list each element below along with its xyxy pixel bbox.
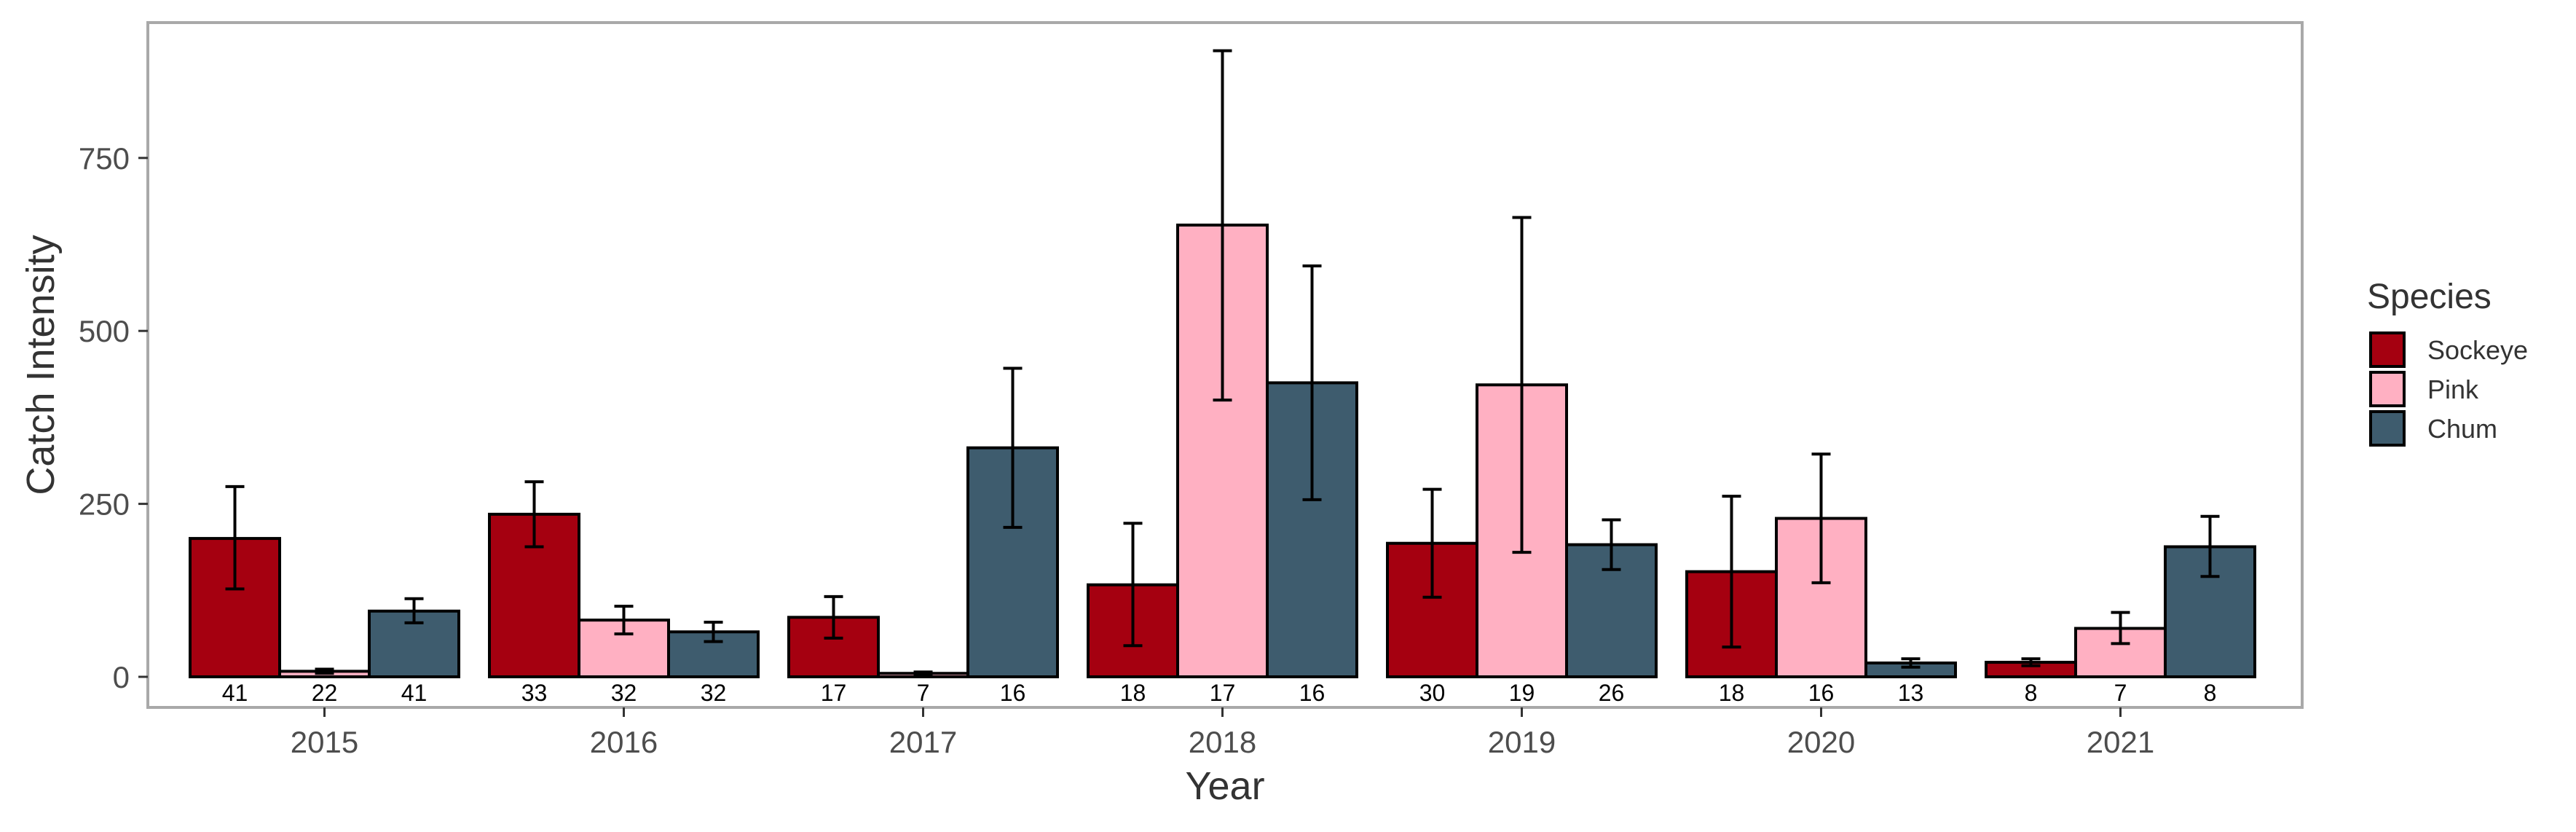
sample-size-label: 16 <box>1808 680 1835 706</box>
y-tick-label: 0 <box>113 660 130 694</box>
legend-title: Species <box>2367 278 2492 316</box>
sample-size-label: 18 <box>1719 680 1745 706</box>
y-tick-label: 250 <box>79 487 130 522</box>
sample-size-labels: 41 22 41 33 32 32 17 7 16 18 17 16 30 19 26 18 16 13 8 7 8 <box>222 680 2217 706</box>
sample-size-label: 16 <box>1000 680 1026 706</box>
x-tick-label: 2018 <box>1189 725 1256 759</box>
sample-size-label: 17 <box>1210 680 1236 706</box>
error-bars-layer <box>225 49 2220 677</box>
x-axis-title: Year <box>1185 764 1264 808</box>
sample-size-label: 19 <box>1509 680 1535 706</box>
legend-key-sockeye <box>2369 331 2406 368</box>
legend-key-pink <box>2369 371 2406 407</box>
bar-pink <box>578 619 670 679</box>
x-tick-label: 2017 <box>889 725 957 759</box>
bar-sockeye <box>787 616 880 679</box>
sample-size-label: 41 <box>401 680 428 706</box>
x-tick-label: 2021 <box>2087 725 2154 759</box>
x-tick-label: 2016 <box>590 725 658 759</box>
y-axis: 0 250 500 750 <box>79 141 148 694</box>
sample-size-label: 22 <box>312 680 338 706</box>
sample-size-label: 13 <box>1898 680 1924 706</box>
sample-size-label: 33 <box>521 680 548 706</box>
sample-size-label: 17 <box>821 680 847 706</box>
legend-label-sockeye: Sockeye <box>2427 335 2528 365</box>
x-axis: 2015 2016 2017 2018 2019 2020 2021 <box>291 707 2154 759</box>
sample-size-label: 30 <box>1419 680 1446 706</box>
sample-size-label: 32 <box>611 680 637 706</box>
sample-size-label: 26 <box>1599 680 1625 706</box>
sample-size-label: 8 <box>2025 680 2038 706</box>
sample-size-label: 8 <box>2204 680 2217 706</box>
x-tick-label: 2020 <box>1787 725 1855 759</box>
sample-size-label: 16 <box>1299 680 1326 706</box>
legend: Species Sockeye Pink Chum <box>2367 278 2528 447</box>
sample-size-label: 18 <box>1120 680 1146 706</box>
sample-size-label: 7 <box>917 680 930 706</box>
bar-chum <box>1565 543 1658 678</box>
x-tick-label: 2019 <box>1488 725 1556 759</box>
sample-size-label: 7 <box>2114 680 2127 706</box>
y-tick-label: 500 <box>79 314 130 348</box>
legend-key-chum <box>2369 410 2406 447</box>
sample-size-label: 41 <box>222 680 248 706</box>
legend-label-pink: Pink <box>2427 374 2479 404</box>
x-tick-label: 2015 <box>291 725 358 759</box>
sample-size-label: 32 <box>701 680 727 706</box>
plot-panel-border <box>146 21 2304 709</box>
y-tick-label: 750 <box>79 141 130 176</box>
legend-label-chum: Chum <box>2427 414 2497 444</box>
y-axis-title: Catch Intensity <box>19 235 63 495</box>
